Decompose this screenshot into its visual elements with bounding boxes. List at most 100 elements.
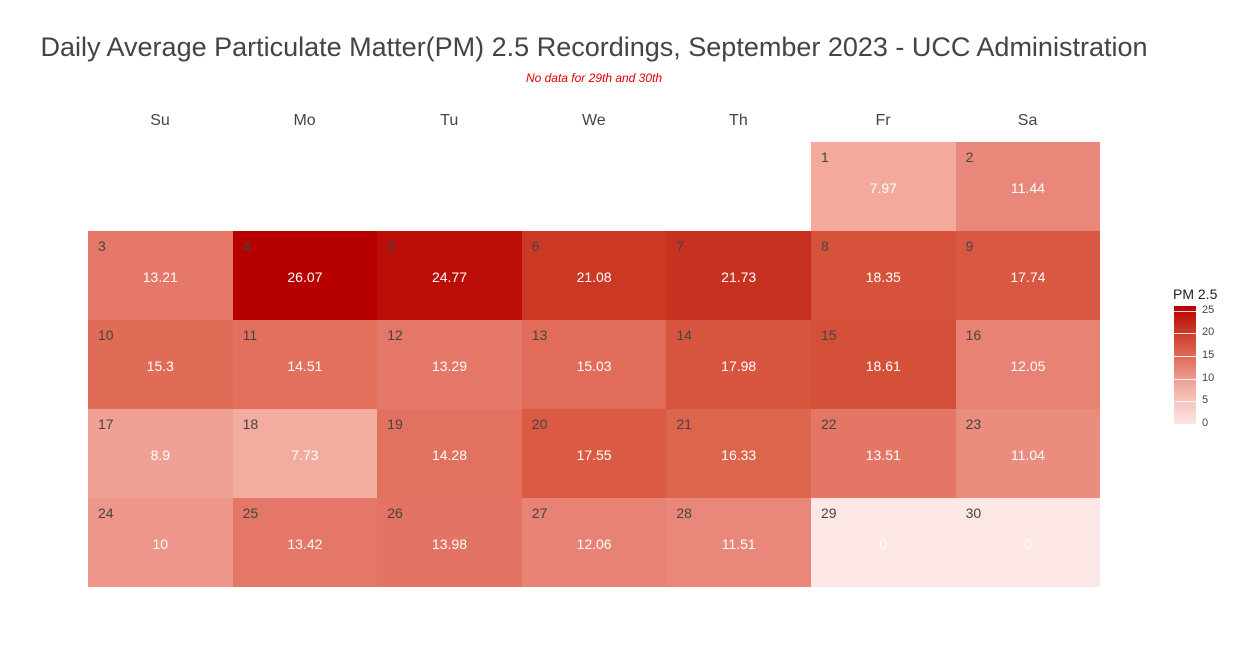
cell-day-number: 5 bbox=[387, 238, 395, 255]
cell-value-label: 17.74 bbox=[1010, 269, 1046, 286]
cell-value-label: 11.44 bbox=[1010, 180, 1045, 196]
legend-tick-label: 10 bbox=[1202, 372, 1215, 384]
cell-day-number: 10 bbox=[98, 327, 114, 344]
cell-value-label: 18.61 bbox=[865, 358, 901, 375]
calendar-cell: 2 11.44 bbox=[955, 142, 1101, 232]
cell-value-label: 24.77 bbox=[431, 269, 467, 286]
calendar-cell: 27 12.06 bbox=[521, 498, 667, 588]
cell-day-number: 27 bbox=[531, 505, 548, 522]
cell-value-label: 17.55 bbox=[576, 447, 612, 464]
calendar-cell: 30 0 bbox=[955, 498, 1101, 588]
cell-day-number: 16 bbox=[965, 327, 982, 344]
cell-day-number: 14 bbox=[676, 327, 692, 344]
calendar-cell: 23 11.04 bbox=[955, 409, 1101, 499]
cell-day-number: 8 bbox=[821, 238, 829, 255]
cell-value-label: 10 bbox=[152, 536, 169, 553]
calendar-cell: 24 10 bbox=[88, 498, 233, 588]
calendar-cell: 1 7.97 bbox=[811, 142, 956, 232]
cell-value-label: 21.73 bbox=[721, 269, 757, 286]
calendar-cell: 18 7.73 bbox=[232, 409, 378, 499]
calendar-cell: 7 21.73 bbox=[666, 231, 811, 321]
cell-value-label: 11.51 bbox=[721, 536, 756, 553]
cell-day-number: 18 bbox=[242, 416, 259, 433]
cell-value-label: 15.3 bbox=[146, 358, 174, 375]
calendar-cell: 10 15.3 bbox=[88, 320, 233, 410]
legend-tick bbox=[1174, 401, 1196, 402]
cell-day-number: 26 bbox=[387, 505, 403, 522]
cell-value-label: 8.9 bbox=[150, 447, 171, 464]
chart-title: Daily Average Particulate Matter(PM) 2.5… bbox=[40, 32, 1148, 62]
cell-day-number: 15 bbox=[821, 327, 837, 344]
calendar-cell: 20 17.55 bbox=[521, 409, 667, 499]
cell-day-number: 3 bbox=[98, 238, 106, 255]
cell-day-number: 17 bbox=[98, 416, 114, 433]
weekday-label: We bbox=[581, 112, 606, 129]
legend-tick-label: 15 bbox=[1202, 349, 1215, 361]
calendar-cell: 6 21.08 bbox=[521, 231, 667, 321]
cell-value-label: 0 bbox=[1023, 536, 1032, 553]
legend-tick bbox=[1174, 379, 1196, 380]
cell-day-number: 2 bbox=[965, 149, 974, 165]
cell-day-number: 21 bbox=[676, 416, 692, 433]
cell-day-number: 12 bbox=[387, 327, 403, 344]
calendar-cell: 16 12.05 bbox=[955, 320, 1101, 410]
calendar-cell: 11 14.51 bbox=[232, 320, 378, 410]
cell-day-number: 30 bbox=[965, 505, 982, 522]
calendar-cell: 17 8.9 bbox=[88, 409, 233, 499]
calendar-cell: 19 14.28 bbox=[377, 409, 522, 499]
weekday-label: Th bbox=[729, 112, 748, 129]
cell-day-number: 20 bbox=[531, 416, 548, 433]
cell-value-label: 18.35 bbox=[865, 269, 901, 286]
cell-value-label: 7.97 bbox=[869, 180, 897, 196]
cell-day-number: 25 bbox=[242, 505, 259, 522]
cell-value-label: 7.73 bbox=[291, 447, 319, 464]
legend-tick-label: 5 bbox=[1202, 394, 1209, 406]
cell-day-number: 13 bbox=[531, 327, 548, 344]
chart-subtitle: No data for 29th and 30th bbox=[525, 71, 663, 85]
cell-value-label: 13.21 bbox=[142, 269, 178, 286]
legend-tick bbox=[1174, 356, 1196, 357]
cell-day-number: 4 bbox=[242, 238, 251, 255]
calendar-cell: 9 17.74 bbox=[955, 231, 1101, 321]
legend-tick bbox=[1174, 333, 1196, 334]
weekday-label: Fr bbox=[875, 112, 891, 129]
cell-value-label: 17.98 bbox=[721, 358, 757, 375]
legend-tick bbox=[1174, 311, 1196, 312]
cell-value-label: 15.03 bbox=[576, 358, 612, 375]
legend-tick-label: 20 bbox=[1202, 326, 1215, 338]
calendar-cell: 3 13.21 bbox=[88, 231, 233, 321]
cell-day-number: 19 bbox=[387, 416, 403, 433]
cell-value-label: 16.33 bbox=[721, 447, 757, 464]
calendar-cell: 13 15.03 bbox=[521, 320, 667, 410]
cell-value-label: 0 bbox=[879, 536, 888, 553]
cell-day-number: 24 bbox=[98, 505, 114, 522]
cell-day-number: 22 bbox=[821, 416, 837, 433]
calendar-cell: 12 13.29 bbox=[377, 320, 522, 410]
calendar-cell: 29 0 bbox=[811, 498, 956, 588]
calendar-cell: 8 18.35 bbox=[811, 231, 956, 321]
cell-value-label: 13.29 bbox=[431, 358, 467, 375]
cell-day-number: 9 bbox=[965, 238, 974, 255]
cell-day-number: 1 bbox=[821, 149, 829, 165]
cell-value-label: 13.42 bbox=[287, 536, 323, 553]
weekday-label: Su bbox=[150, 112, 170, 129]
cell-value-label: 12.06 bbox=[576, 536, 612, 553]
weekday-label: Mo bbox=[293, 112, 316, 129]
cell-day-number: 23 bbox=[965, 416, 982, 433]
calendar-cell: 5 24.77 bbox=[377, 231, 522, 321]
weekday-label: Sa bbox=[1017, 112, 1038, 129]
calendar-cell: 15 18.61 bbox=[811, 320, 956, 410]
legend-tick bbox=[1174, 424, 1196, 425]
cell-value-label: 14.51 bbox=[287, 358, 323, 375]
cell-value-label: 13.98 bbox=[431, 536, 467, 553]
cell-value-label: 12.05 bbox=[1010, 358, 1046, 375]
cell-day-number: 29 bbox=[821, 505, 837, 522]
calendar-cell: 28 11.51 bbox=[666, 498, 811, 588]
weekday-label: Tu bbox=[440, 112, 459, 129]
legend-colorbar bbox=[1174, 306, 1196, 424]
calendar-cell: 21 16.33 bbox=[666, 409, 811, 499]
legend-title: PM 2.5 bbox=[1173, 286, 1218, 302]
cell-value-label: 14.28 bbox=[431, 447, 467, 464]
calendar-cell: 26 13.98 bbox=[377, 498, 522, 588]
calendar-cell: 4 26.07 bbox=[232, 231, 378, 321]
